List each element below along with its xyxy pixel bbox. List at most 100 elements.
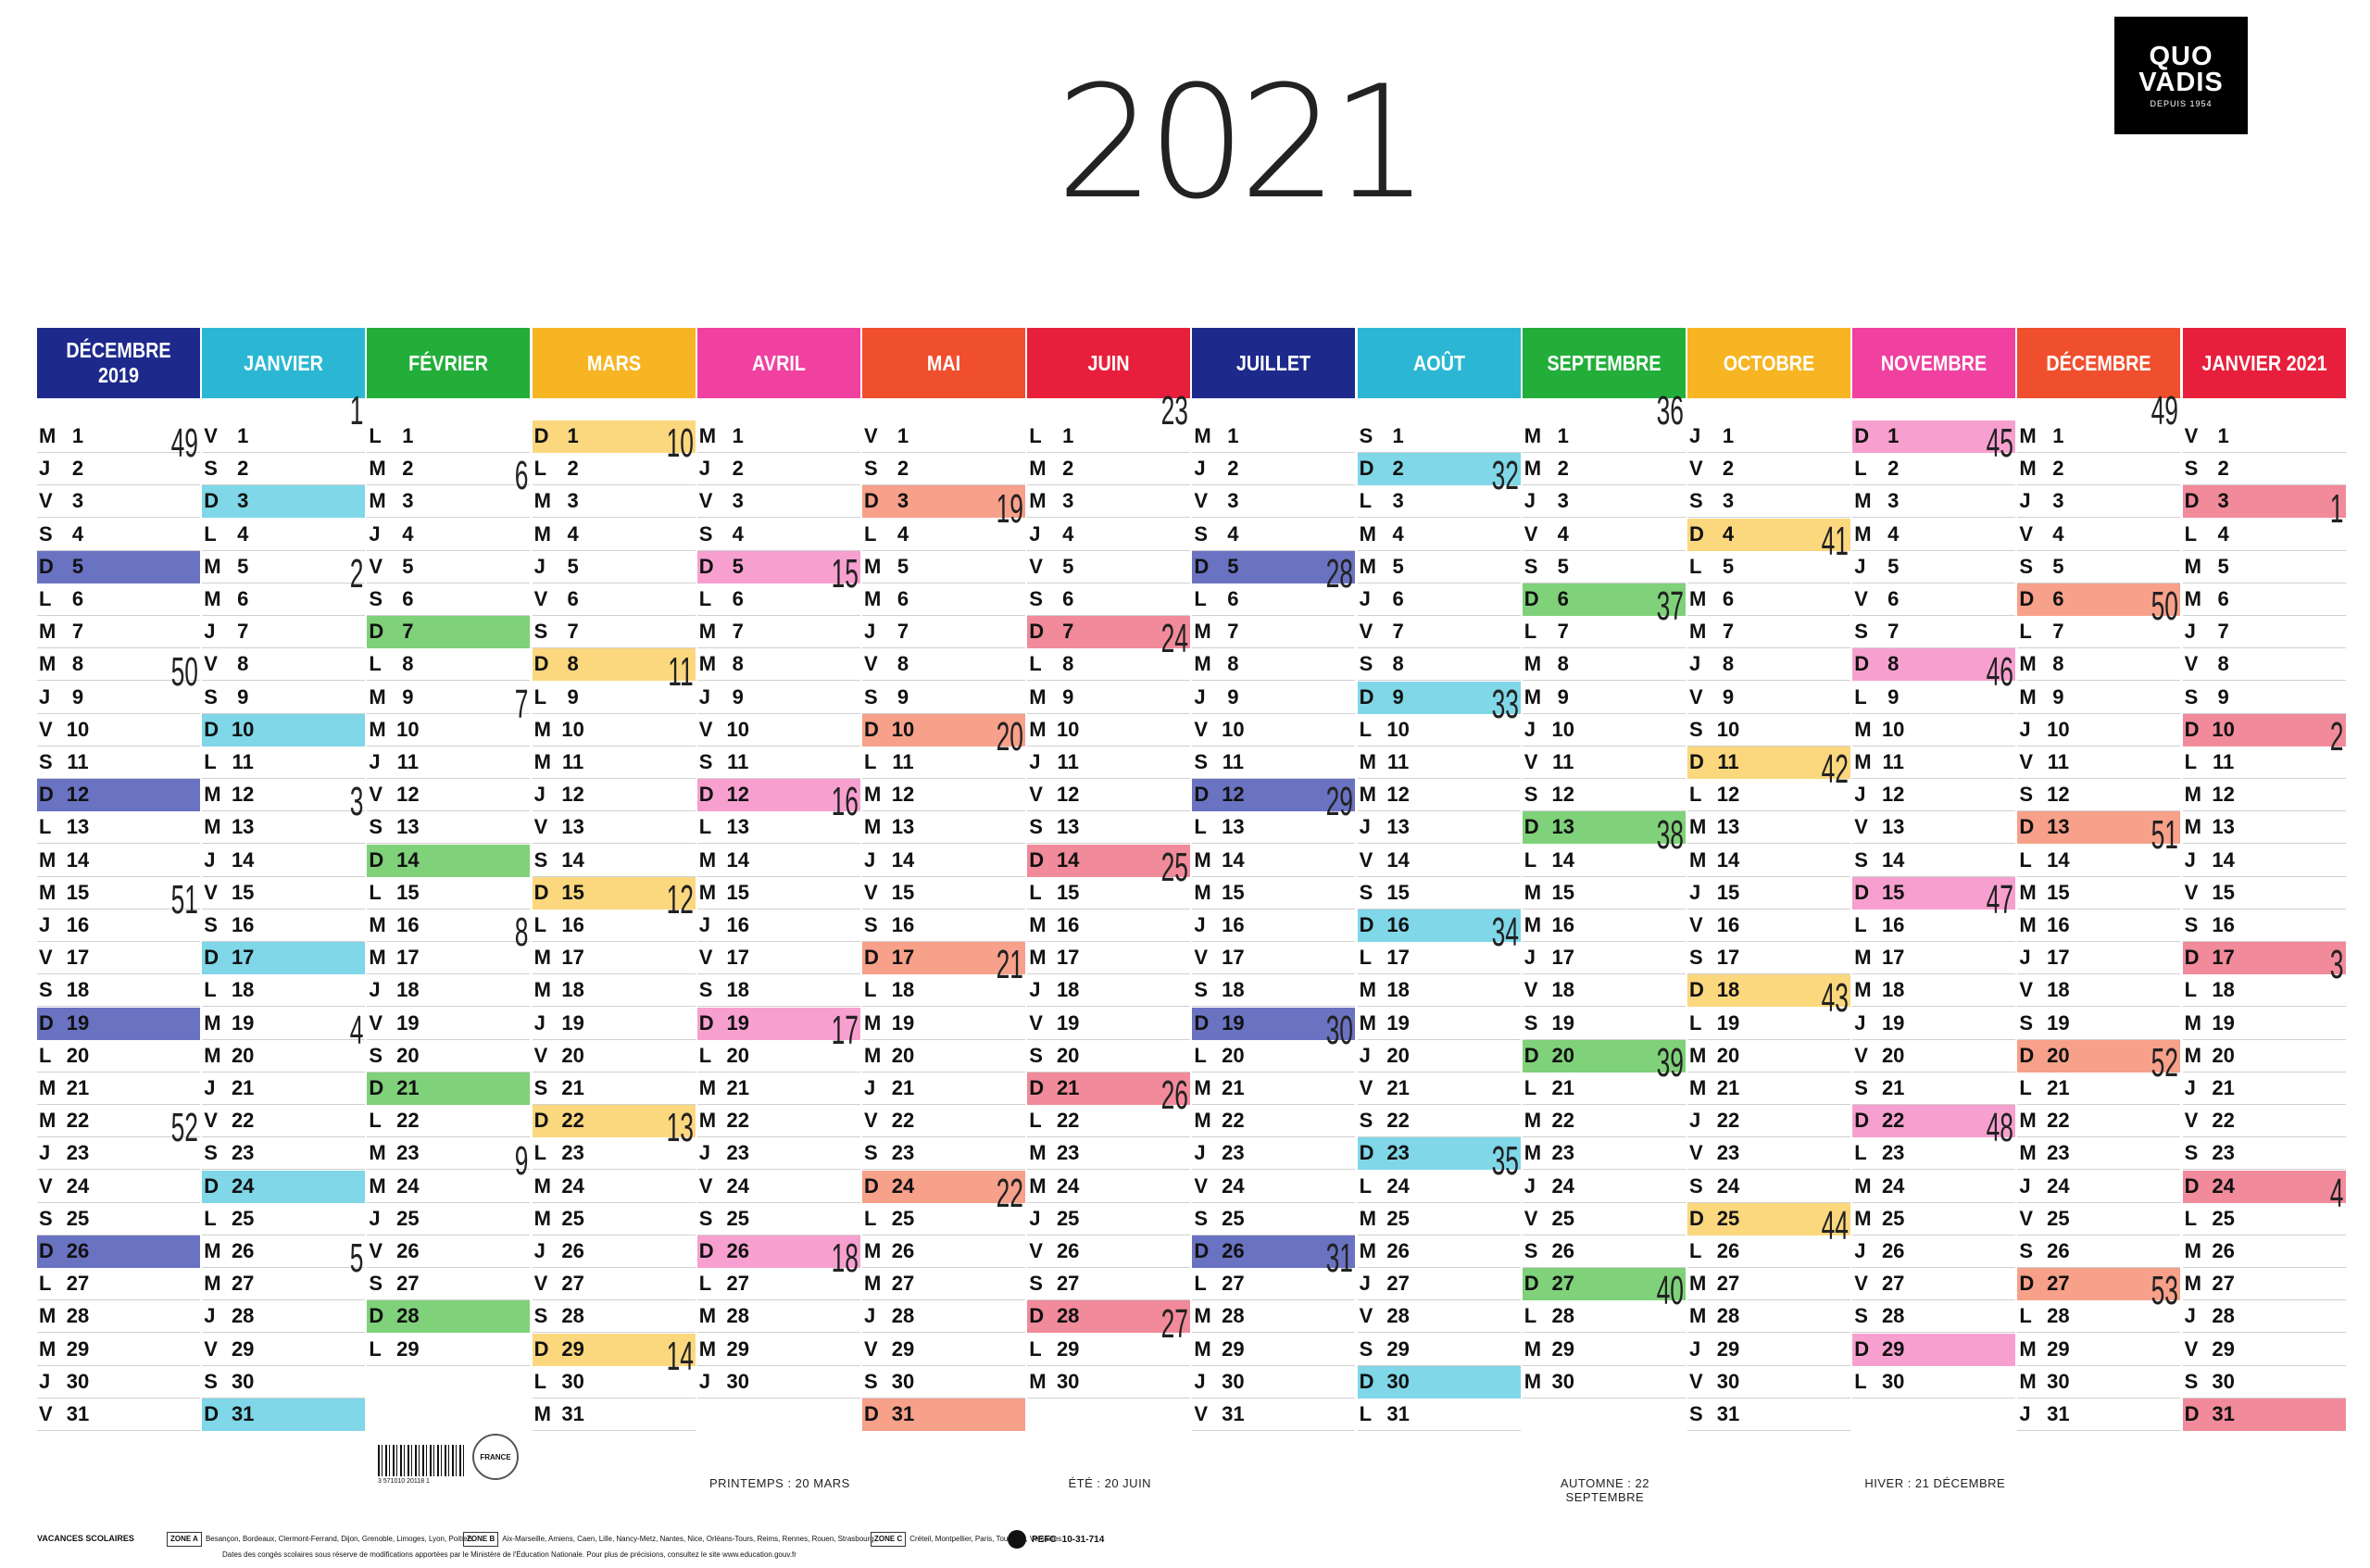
day-number: 4 (1227, 521, 1239, 546)
day-row: J 31 (2017, 1399, 2181, 1431)
day-row: L 15 (367, 877, 531, 909)
weekday-letter: V (698, 717, 713, 741)
day-row: M 17 (1027, 942, 1191, 975)
weekday-letter: D (1194, 783, 1210, 807)
week-number: 40 (1656, 1268, 1684, 1314)
day-number: 6 (237, 587, 249, 610)
weekday-letter: V (1194, 946, 1209, 970)
day-number: 15 (1386, 880, 1410, 904)
day-number: 12 (1551, 783, 1575, 807)
day-row: V 19 (367, 1008, 531, 1040)
day-number: 26 (1386, 1239, 1410, 1262)
month-column: JUILLET M 1 J 2 V 3 S 4 D 5 L 6 28 M 7 M 8 J 9 V 10 S 11 D 12 L 13 2… (1192, 328, 1356, 1495)
weekday-letter: L (1029, 424, 1042, 447)
weekday-letter: D (1854, 1109, 1870, 1133)
day-row: L 24 35 (1357, 1140, 1521, 1203)
day-row: L 11 20 (862, 717, 1025, 779)
day-number: 17 (66, 946, 90, 970)
day-number: 9 (2217, 684, 2229, 709)
day-number: 2 (1392, 457, 1404, 481)
day-row: S 18 (1192, 974, 1356, 1008)
weekday-letter: L (533, 913, 547, 936)
day-number: 7 (1557, 620, 1569, 644)
weekday-letter: J (2184, 1076, 2196, 1099)
day-number: 25 (1551, 1206, 1575, 1230)
day-row: M 29 (37, 1334, 200, 1366)
weekday-letter: S (864, 1141, 878, 1165)
day-number: 28 (2212, 1304, 2235, 1328)
day-number: 26 (891, 1239, 915, 1262)
weekday-letter: D (369, 620, 384, 644)
weekday-letter: V (369, 1239, 383, 1262)
weekday-letter: L (1524, 1304, 1537, 1328)
day-number: 30 (891, 1369, 915, 1393)
month-header-bar: OCTOBRE (1687, 328, 1850, 398)
day-row: L 19 43 (1687, 977, 1850, 1040)
day-number: 30 (1222, 1369, 1245, 1393)
weekday-letter: V (1689, 913, 1703, 936)
weekday-letter: J (698, 1369, 711, 1393)
weekday-letter: S (204, 1369, 218, 1393)
weekday-letter: S (39, 521, 53, 546)
day-number: 27 (231, 1272, 255, 1296)
day-row: S 20 (1027, 1040, 1191, 1073)
weekday-letter: L (1689, 1010, 1702, 1035)
weekday-letter: V (369, 1010, 383, 1035)
day-row: L 20 17 (696, 1010, 860, 1073)
weekday-letter: L (1854, 913, 1867, 936)
weekday-letter: M (1029, 717, 1047, 741)
day-number: 6 (1887, 587, 1900, 610)
month-name: DÉCEMBRE 2019 (66, 338, 171, 387)
day-row: M 12 (2182, 779, 2346, 812)
day-row: M 12 (1357, 779, 1521, 812)
day-number: 13 (1881, 815, 1905, 839)
day-row: S 25 (1192, 1203, 1356, 1236)
week-number: 13 (666, 1105, 694, 1151)
weekday-letter: M (1194, 620, 1211, 644)
day-number: 30 (1881, 1369, 1905, 1393)
day-row: V 13 (1852, 811, 2016, 845)
weekday-letter: D (698, 783, 714, 807)
day-number: 25 (1881, 1206, 1905, 1230)
weekday-letter: D (1524, 1043, 1539, 1067)
day-row: M 27 (862, 1268, 1025, 1301)
weekday-letter: D (2019, 1043, 2035, 1067)
weekday-letter: M (1029, 489, 1047, 513)
day-row: M 12 (202, 779, 366, 812)
day-row: M 21 (1687, 1073, 1850, 1105)
day-number: 19 (1386, 1010, 1410, 1035)
day-number: 11 (1552, 750, 1574, 773)
weekday-letter: M (1854, 1206, 1872, 1230)
day-row: M 17 (532, 942, 696, 975)
day-number: 1 (1887, 424, 1900, 447)
weekday-letter: L (1854, 1141, 1867, 1165)
day-number: 12 (891, 783, 915, 807)
day-row: M 23 (1027, 1137, 1191, 1171)
day-row: D 27 (1522, 1268, 1686, 1301)
day-number: 23 (1881, 1141, 1905, 1165)
zone-c-label: ZONE C (871, 1532, 907, 1547)
weekday-letter: V (1359, 620, 1373, 644)
week-number: 29 (1326, 779, 1354, 825)
day-number: 11 (561, 750, 584, 773)
weekday-letter: V (1194, 489, 1209, 513)
weekday-letter: D (1854, 424, 1870, 447)
day-number: 24 (66, 1173, 90, 1198)
month-name: NOVEMBRE (1881, 350, 1988, 375)
weekday-letter: V (39, 1173, 53, 1198)
day-row: M 21 (37, 1073, 200, 1105)
month-column: JANVIER V 1 1 S 2 D 3 L 4 M 5 M 6 2 J 7 V 8 S 9 D 10 L 11 M 12 M 13 3… (202, 328, 366, 1495)
weekday-letter: D (698, 1010, 714, 1035)
week-number: 9 (514, 1137, 529, 1184)
week-number: 5 (349, 1236, 364, 1282)
day-number: 8 (1722, 652, 1735, 676)
weekday-letter: S (204, 913, 218, 936)
day-number: 21 (1716, 1076, 1740, 1099)
weekday-letter: J (533, 1239, 545, 1262)
weekday-letter: V (1524, 978, 1538, 1002)
day-number: 21 (1222, 1076, 1245, 1099)
week-number: 26 (1160, 1073, 1189, 1119)
day-number: 11 (1717, 750, 1739, 773)
